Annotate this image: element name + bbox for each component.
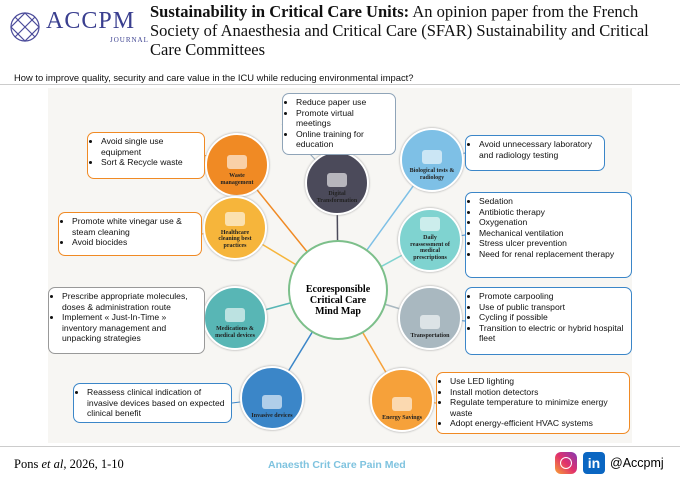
node-list: Promote white vinegar use & steam cleani… — [64, 216, 196, 248]
node-item: Transition to electric or hybrid hospita… — [479, 323, 626, 344]
node-circle: Biological tests & radiology — [400, 128, 464, 192]
node-item: Regulate temperature to minimize energy … — [450, 397, 624, 418]
node-item: Promote carpooling — [479, 291, 626, 302]
node-item: Need for renal replacement therapy — [479, 249, 626, 260]
node-icon — [420, 314, 440, 329]
node-circle: Medications & medical devices — [203, 286, 267, 350]
node-box: Avoid single use equipmentSort & Recycle… — [87, 132, 205, 179]
journal: Anaesth Crit Care Pain Med — [268, 459, 406, 471]
node-item: Cycling if possible — [479, 312, 626, 323]
node-circle: Energy Savings — [370, 368, 434, 432]
node-item: Antibiotic therapy — [479, 207, 626, 218]
node-item: Reduce paper use — [296, 97, 390, 108]
node-box: Use LED lightingInstall motion detectors… — [436, 372, 630, 434]
node-icon — [392, 396, 412, 411]
instagram-icon[interactable] — [555, 452, 577, 474]
title: Sustainability in Critical Care Units: A… — [150, 2, 675, 59]
node-item: Stress ulcer prevention — [479, 238, 626, 249]
node-list: Reduce paper usePromote virtual meetings… — [288, 97, 390, 150]
node-circle: Transportation — [398, 286, 462, 350]
node-list: Reassess clinical indication of invasive… — [79, 387, 226, 419]
logo: ACCPM JOURNAL — [8, 4, 148, 56]
node-item: Avoid unnecessary laboratory and radiolo… — [479, 139, 599, 160]
node-list: Prescribe appropriate molecules, doses &… — [54, 291, 199, 344]
node-label: Healthcare cleaning best practices — [218, 229, 252, 249]
node-box: Promote carpoolingUse of public transpor… — [465, 287, 632, 355]
logo-icon — [10, 12, 40, 42]
divider — [0, 84, 680, 85]
node-list: Avoid unnecessary laboratory and radiolo… — [471, 139, 599, 160]
node-box: Promote white vinegar use & steam cleani… — [58, 212, 202, 256]
center-label: Ecoresponsible Critical Care Mind Map — [305, 283, 371, 317]
node-item: Oxygenation — [479, 217, 626, 228]
node-circle: Waste management — [205, 133, 269, 197]
node-item: Sort & Recycle waste — [101, 157, 199, 168]
title-bold: Sustainability in Critical Care Units: — [150, 2, 410, 21]
node-list: Use LED lightingInstall motion detectors… — [442, 376, 624, 429]
node-box: SedationAntibiotic therapyOxygenationMec… — [465, 192, 632, 278]
node-box: Reassess clinical indication of invasive… — [73, 383, 232, 423]
node-circle: Daily reassessment of medical prescripti… — [398, 208, 462, 272]
citation-detail: , 2026, 1-10 — [63, 457, 124, 471]
node-item: Use of public transport — [479, 302, 626, 313]
linkedin-icon[interactable]: in — [583, 452, 605, 474]
node-item: Sedation — [479, 196, 626, 207]
node-icon — [420, 217, 440, 231]
node-item: Promote white vinegar use & steam cleani… — [72, 216, 196, 237]
center-node: Ecoresponsible Critical Care Mind Map — [288, 240, 388, 340]
node-list: Promote carpoolingUse of public transpor… — [471, 291, 626, 344]
node-item: Promote virtual meetings — [296, 108, 390, 129]
node-box: Avoid unnecessary laboratory and radiolo… — [465, 135, 605, 171]
node-list: SedationAntibiotic therapyOxygenationMec… — [471, 196, 626, 260]
node-label: Energy Savings — [382, 414, 422, 421]
node-circle: Invasive devices — [240, 366, 304, 430]
node-icon — [327, 173, 347, 187]
node-label: Transportation — [410, 332, 450, 339]
node-circle: Digital Transformation — [305, 151, 369, 215]
node-icon — [227, 155, 247, 169]
node-label: Waste management — [220, 173, 254, 186]
logo-sub: JOURNAL — [110, 36, 149, 44]
node-icon — [422, 150, 442, 164]
node-box: Prescribe appropriate molecules, doses &… — [48, 287, 205, 354]
node-label: Invasive devices — [251, 412, 293, 419]
node-circle: Healthcare cleaning best practices — [203, 196, 267, 260]
node-icon — [262, 394, 282, 409]
node-box: Reduce paper usePromote virtual meetings… — [282, 93, 396, 155]
node-label: Digital Transformation — [316, 191, 358, 204]
logo-text: ACCPM — [46, 8, 136, 34]
node-item: Use LED lighting — [450, 376, 624, 387]
node-item: Avoid biocides — [72, 237, 196, 248]
question: How to improve quality, security and car… — [14, 72, 414, 83]
node-item: Install motion detectors — [450, 387, 624, 398]
node-item: Prescribe appropriate molecules, doses &… — [62, 291, 199, 312]
node-icon — [225, 308, 245, 322]
footer: Pons et al, 2026, 1-10 Anaesth Crit Care… — [0, 446, 680, 482]
et-al: et al — [41, 457, 64, 471]
node-item: Reassess clinical indication of invasive… — [87, 387, 226, 419]
title-rest: An opinion paper from the French Society… — [150, 2, 649, 59]
handle: @Accpmj — [610, 456, 664, 470]
author: Pons — [14, 457, 39, 471]
node-label: Daily reassessment of medical prescripti… — [410, 235, 450, 261]
node-icon — [225, 211, 245, 226]
node-item: Online training for education — [296, 129, 390, 150]
node-label: Medications & medical devices — [215, 326, 255, 339]
node-item: Adopt energy-efficient HVAC systems — [450, 418, 624, 429]
node-item: Implement « Just-In-Time » inventory man… — [62, 312, 199, 344]
citation: Pons et al, 2026, 1-10 — [14, 457, 124, 472]
node-item: Mechanical ventilation — [479, 228, 626, 239]
node-item: Avoid single use equipment — [101, 136, 199, 157]
node-label: Biological tests & radiology — [409, 168, 455, 181]
node-list: Avoid single use equipmentSort & Recycle… — [93, 136, 199, 168]
